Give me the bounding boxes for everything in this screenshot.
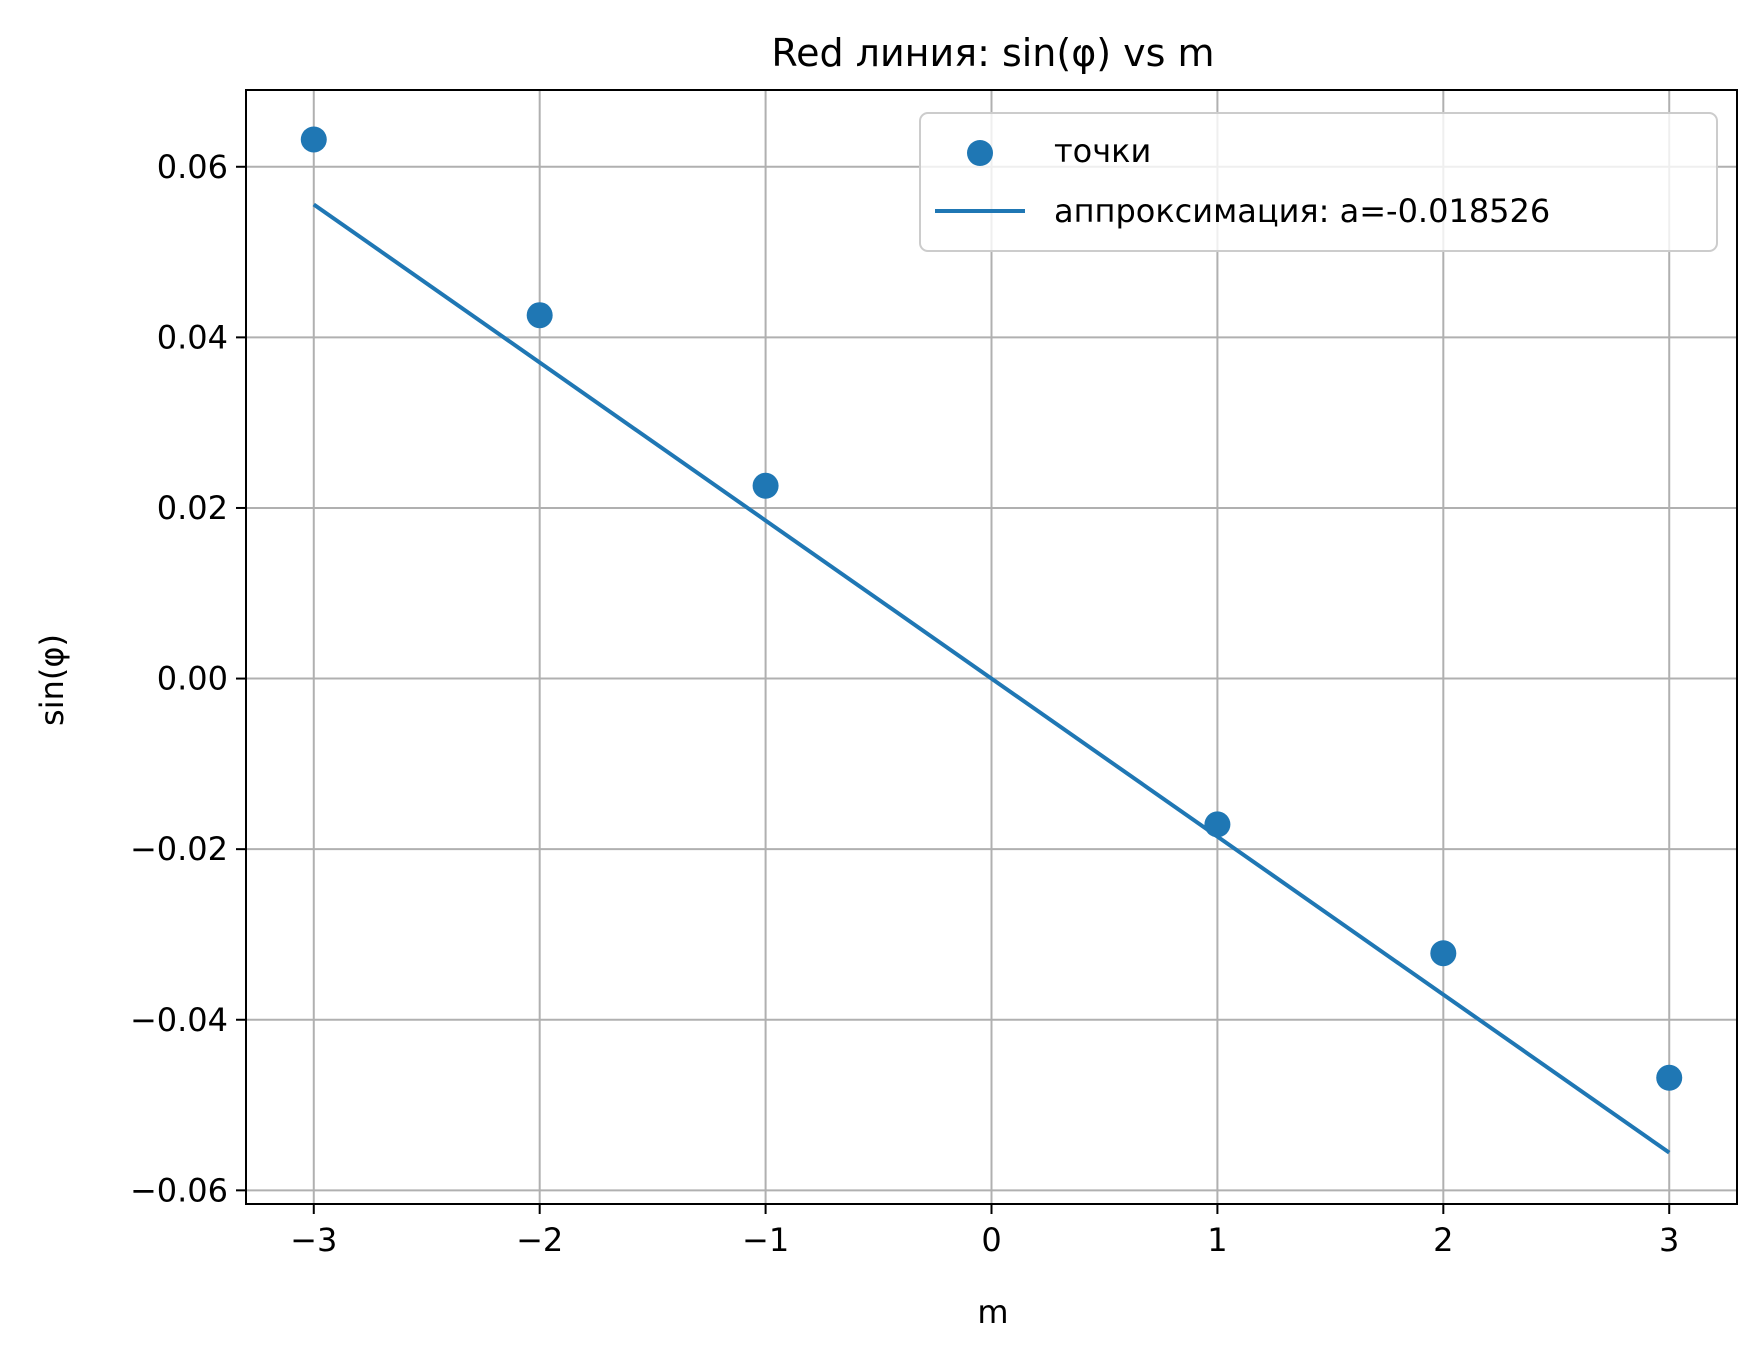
y-tick-label: 0.06 xyxy=(157,148,228,186)
x-tick-label: 2 xyxy=(1433,1221,1453,1259)
scatter-point xyxy=(526,302,553,329)
axis-ticks: −3 −2 −1 0 1 2 3 −0.06 −0.04 −0.02 0.00 0.02 0.04 0.0… xyxy=(130,148,1679,1259)
chart-title: Red линия: sin(φ) vs m xyxy=(771,31,1214,75)
y-tick-label: 0.00 xyxy=(157,660,228,698)
plot-series xyxy=(300,126,1683,1155)
x-tick-label: 0 xyxy=(981,1221,1001,1259)
x-tick-label: −3 xyxy=(290,1221,337,1259)
x-tick-label: −1 xyxy=(742,1221,789,1259)
legend-label-fit-line: аппроксимация: a=-0.018526 xyxy=(1054,192,1550,230)
legend-label-points: точки xyxy=(1054,132,1151,170)
x-tick-label: 1 xyxy=(1207,1221,1227,1259)
scatter-point xyxy=(300,126,327,153)
scatter-point xyxy=(1430,940,1457,967)
legend-marker-points xyxy=(967,140,993,166)
y-tick-label: −0.04 xyxy=(130,1001,228,1039)
scatter-point xyxy=(1656,1064,1683,1091)
scatter-point xyxy=(752,472,779,499)
fit-line xyxy=(312,202,1671,1155)
legend: точки аппроксимация: a=-0.018526 xyxy=(919,112,1718,252)
x-tick-label: −2 xyxy=(516,1221,563,1259)
y-tick-label: −0.06 xyxy=(130,1171,228,1209)
y-tick-label: −0.02 xyxy=(130,830,228,868)
scatter-point xyxy=(1204,811,1231,838)
x-tick-label: 3 xyxy=(1659,1221,1679,1259)
legend-box xyxy=(919,112,1718,252)
y-tick-label: 0.02 xyxy=(157,489,228,527)
x-axis-label: m xyxy=(977,1293,1008,1331)
y-axis-label: sin(φ) xyxy=(33,634,71,726)
y-tick-label: 0.04 xyxy=(157,318,228,356)
